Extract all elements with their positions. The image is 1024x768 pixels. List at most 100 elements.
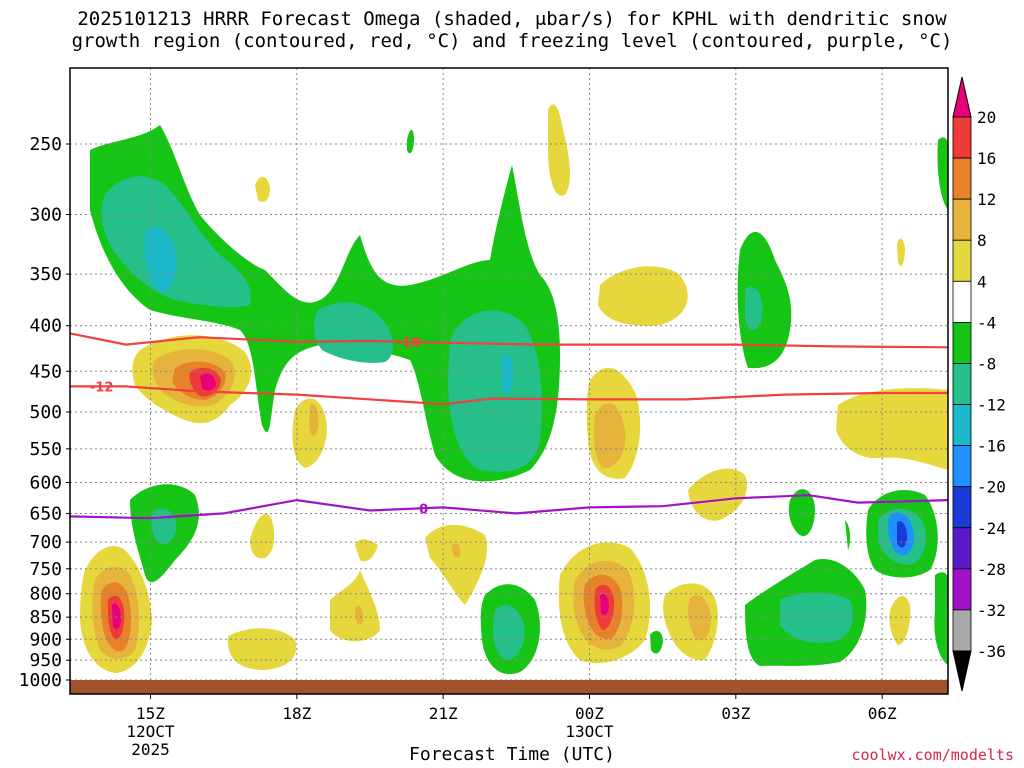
downward-motion-region [255,176,270,202]
upward-motion-region [101,176,251,308]
upward-motion-region [145,226,177,292]
downward-motion-region [600,593,609,616]
colorbar-swatch [952,363,972,405]
colorbar-swatch [952,568,972,611]
x-tick-label: 15Z [136,704,165,723]
y-tick-label: 500 [29,402,62,423]
downward-motion-region [355,605,364,625]
downward-motion-region [250,513,275,559]
y-tick-label: 400 [29,316,62,337]
colorbar-label: -12 [977,396,1006,415]
isotherm-label: 0 [419,502,428,517]
upward-motion-region [493,605,525,660]
colorbar-swatch [952,280,972,323]
isotherm-line [70,385,948,406]
isotherm-label: -12 [90,380,114,395]
colorbar-label: 12 [977,190,996,209]
isotherm-line [70,332,948,349]
y-tick-label: 350 [29,264,62,285]
downward-motion-region [897,238,905,267]
x-tick-year-label: 2025 [131,740,170,759]
colorbar-label: -16 [977,437,1006,456]
colorbar-bottom-arrow [952,650,972,692]
upward-motion-region [737,231,792,369]
y-tick-label: 800 [29,584,62,605]
downward-motion-region [330,570,380,642]
downward-motion-region [687,595,711,641]
downward-motion-region [548,104,571,196]
colorbar-swatch [952,198,972,241]
ground-bar [70,680,948,694]
downward-motion-region [227,628,297,670]
y-tick-label: 950 [29,650,62,671]
downward-motion-region [112,603,121,630]
y-tick-label: 650 [29,503,62,524]
colorbar-label: -28 [977,560,1006,579]
upward-motion-region [788,489,815,537]
upward-motion-region [313,302,394,363]
x-tick-label: 06Z [868,704,897,723]
x-tick-label: 18Z [282,704,311,723]
colorbar-swatch [952,404,972,447]
chart-title: 2025101213 HRRR Forecast Omega (shaded, … [0,8,1024,52]
x-tick-date-label: 12OCT [126,722,175,741]
y-tick-label: 450 [29,361,62,382]
downward-motion-region [688,468,748,521]
colorbar-swatch [952,486,972,529]
colorbar-label: 8 [977,231,987,250]
upward-motion-region [937,137,948,210]
downward-motion-region [836,388,948,470]
colorbar-swatch [952,527,972,570]
y-tick-label: 600 [29,472,62,493]
y-tick-label: 1000 [19,670,62,691]
colorbar-swatch [952,445,972,488]
downward-motion-region [452,543,461,558]
title-line-2: growth region (contoured, red, °C) and f… [71,30,953,52]
y-tick-label: 750 [29,559,62,580]
omega-shading [80,104,948,694]
title-line-1: 2025101213 HRRR Forecast Omega (shaded, … [77,8,947,30]
y-axis: 2503003504004505005506006507007508008509… [19,134,70,691]
isotherm-label: -18 [397,336,421,351]
x-tick-label: 00Z [575,704,604,723]
upward-motion-region [897,521,908,548]
y-tick-label: 300 [29,204,62,225]
y-tick-label: 250 [29,134,62,155]
colorbar-swatch [952,116,972,159]
colorbar-swatch [952,609,972,652]
colorbar-top-arrow [952,76,972,118]
colorbar-swatch [952,239,972,282]
colorbar-label: -4 [977,313,996,332]
upward-motion-region [90,125,560,482]
upward-motion-region [934,572,948,665]
y-tick-label: 900 [29,629,62,650]
downward-motion-region [889,595,911,645]
y-tick-label: 850 [29,607,62,628]
x-tick-label: 21Z [429,704,458,723]
colorbar-label: 4 [977,272,987,291]
x-axis-label: Forecast Time (UTC) [409,744,615,765]
y-tick-label: 700 [29,532,62,553]
temperature-contours: -18 -12 0 [70,332,948,520]
colorbar-label: -32 [977,601,1006,620]
downward-motion-region [598,266,688,326]
downward-motion-region [355,539,378,562]
downward-motion-region [292,398,327,468]
isotherm-line [70,494,948,520]
colorbar-label: -24 [977,519,1006,538]
plot-frame [69,67,949,695]
upward-motion-region [502,354,514,394]
downward-motion-region [200,373,216,391]
x-tick-label: 03Z [721,704,750,723]
upward-motion-region [448,310,542,472]
site-credit: coolwx.com/modelts [851,746,1014,764]
colorbar-label: -8 [977,354,996,373]
upward-motion-region [407,129,414,154]
downward-motion-region [593,403,626,469]
upward-motion-region [745,286,763,330]
colorbar-swatch [952,157,972,200]
colorbar-label: 20 [977,108,996,127]
y-tick-label: 550 [29,439,62,460]
